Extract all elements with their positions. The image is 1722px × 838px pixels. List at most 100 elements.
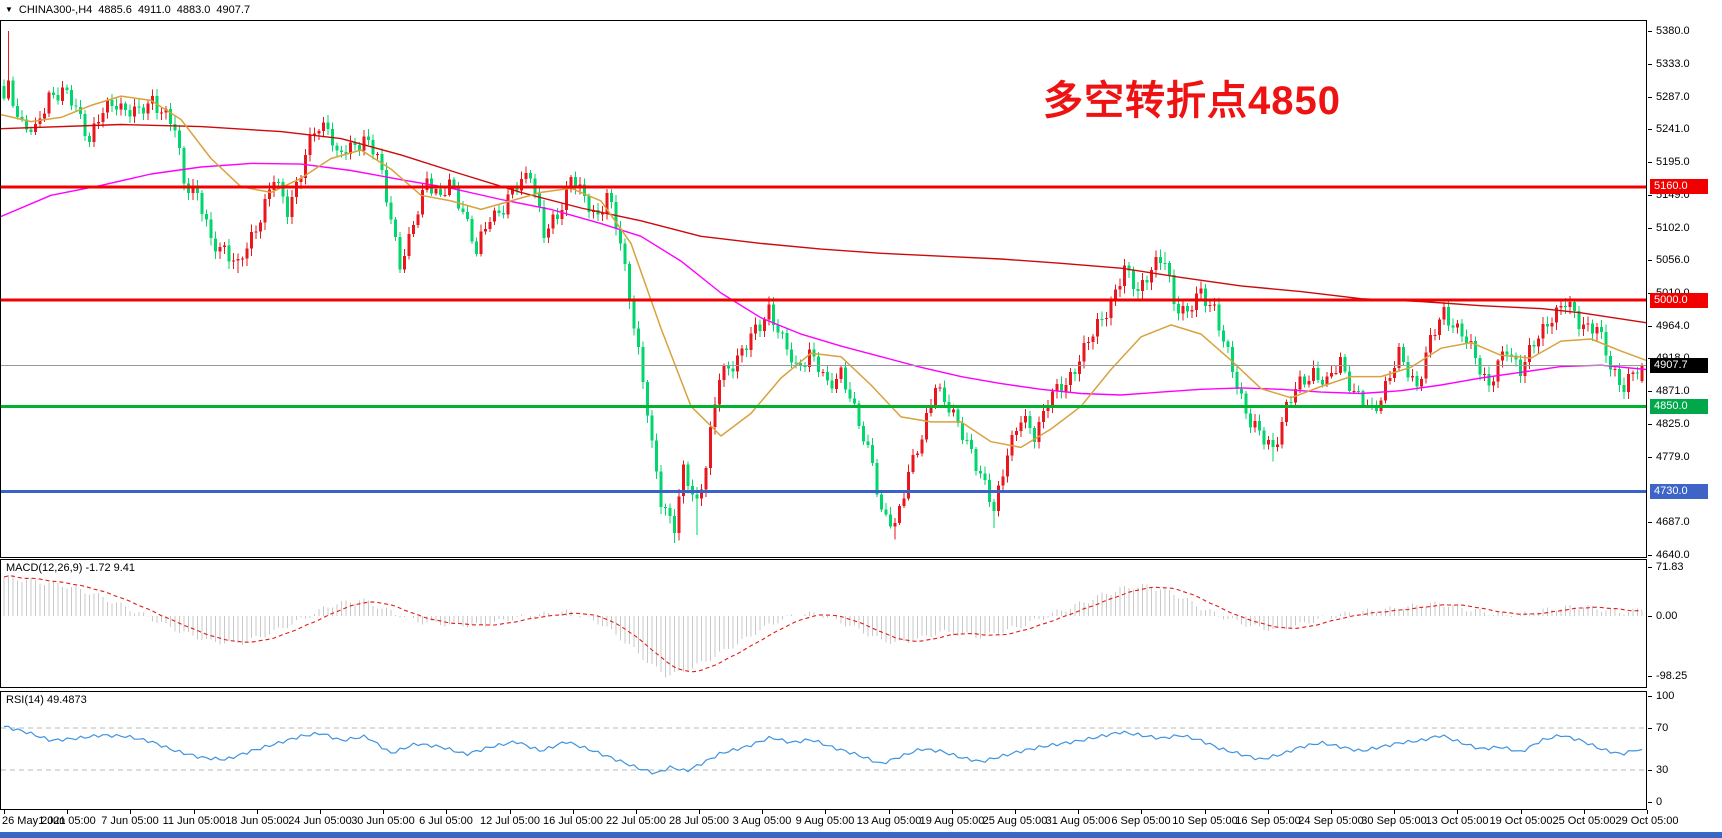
time-axis-label: 31 Aug 05:00 xyxy=(1045,815,1111,827)
price-axis-label: 4964.0 xyxy=(1656,320,1690,332)
price-axis-label: 4779.0 xyxy=(1656,451,1690,463)
time-axis-tick xyxy=(1647,810,1648,814)
price-axis-tick xyxy=(1648,64,1652,65)
macd-axis-label: 71.83 xyxy=(1656,561,1684,573)
time-axis-tick xyxy=(573,810,574,814)
time-axis-label: 25 Aug 05:00 xyxy=(982,815,1048,827)
rsi-indicator-panel[interactable]: RSI(14) 49.4873 xyxy=(0,691,1647,810)
macd-indicator-panel[interactable]: MACD(12,26,9) -1.72 9.41 xyxy=(0,559,1647,688)
price-axis-label: 4825.0 xyxy=(1656,418,1690,430)
time-axis-label: 1 Jun 05:00 xyxy=(38,815,96,827)
time-axis-label: 3 Aug 05:00 xyxy=(732,815,792,827)
ma-fast-line xyxy=(1,95,1646,449)
time-axis-label: 16 Sep 05:00 xyxy=(1235,815,1301,827)
time-axis-tick xyxy=(67,810,68,814)
rsi-axis-tick xyxy=(1648,802,1652,803)
time-axis-label: 6 Sep 05:00 xyxy=(1111,815,1171,827)
macd-axis-label: 0.00 xyxy=(1656,610,1678,622)
time-axis-tick xyxy=(1394,810,1395,814)
time-axis-tick xyxy=(1457,810,1458,814)
macd-axis-tick xyxy=(1648,616,1652,617)
price-axis-tick xyxy=(1648,97,1652,98)
rsi-axis-tick xyxy=(1648,728,1652,729)
price-axis-label: 5287.0 xyxy=(1656,91,1690,103)
time-axis-tick xyxy=(636,810,637,814)
symbol-timeframe-label: CHINA300-,H4 xyxy=(18,4,93,16)
price-badge-resistance-5160: 5160.0 xyxy=(1650,179,1708,194)
time-axis-label: 30 Sep 05:00 xyxy=(1361,815,1427,827)
ma-slow-line xyxy=(1,123,1646,324)
ohlc-high: 4911.0 xyxy=(137,4,171,16)
time-axis-tick xyxy=(4,810,5,814)
time-axis-tick xyxy=(446,810,447,814)
time-axis-label: 25 Oct 05:00 xyxy=(1552,815,1616,827)
price-axis-tick xyxy=(1648,424,1652,425)
window-bottom-edge xyxy=(0,832,1722,838)
price-axis-label: 5056.0 xyxy=(1656,254,1690,266)
price-badge-support-4730: 4730.0 xyxy=(1650,484,1708,499)
price-badge-current-price: 4907.7 xyxy=(1650,358,1708,373)
time-axis-tick xyxy=(699,810,700,814)
chart-text-annotation[interactable]: 多空转折点4850 xyxy=(1043,79,1341,123)
macd-axis-label: -98.25 xyxy=(1656,670,1688,682)
time-axis-label: 18 Jun 05:00 xyxy=(225,815,289,827)
price-axis-tick xyxy=(1648,457,1652,458)
price-axis-tick xyxy=(1648,391,1652,392)
time-axis-label: 19 Aug 05:00 xyxy=(919,815,985,827)
time-axis-tick xyxy=(1015,810,1016,814)
price-axis-tick xyxy=(1648,522,1652,523)
price-axis[interactable]: 5380.0 5333.0 5287.0 5241.0 5195.0 5149.0 5102… xyxy=(1648,0,1722,812)
time-axis-tick xyxy=(1331,810,1332,814)
price-badge-support-4850: 4850.0 xyxy=(1650,399,1708,414)
price-axis-tick xyxy=(1648,195,1652,196)
main-price-chart[interactable] xyxy=(0,20,1647,558)
time-axis-tick xyxy=(130,810,131,814)
price-axis-tick xyxy=(1648,326,1652,327)
price-axis-tick xyxy=(1648,260,1652,261)
ma-mid-line xyxy=(1,162,1646,396)
collapse-ohlc-icon[interactable]: ▼ xyxy=(5,5,13,14)
time-axis-label: 9 Aug 05:00 xyxy=(795,815,855,827)
rsi-axis-label: 30 xyxy=(1656,764,1669,776)
time-axis-tick xyxy=(194,810,195,814)
time-axis-tick xyxy=(762,810,763,814)
time-axis-tick xyxy=(383,810,384,814)
time-axis-label: 30 Jun 05:00 xyxy=(351,815,415,827)
time-axis-label: 24 Jun 05:00 xyxy=(288,815,352,827)
time-axis-label: 10 Sep 05:00 xyxy=(1172,815,1238,827)
price-axis-label: 4640.0 xyxy=(1656,549,1690,561)
macd-axis-tick xyxy=(1648,567,1652,568)
rsi-line xyxy=(3,725,1643,775)
time-axis-tick xyxy=(1078,810,1079,814)
rsi-axis-label: 0 xyxy=(1656,796,1663,808)
price-axis-tick xyxy=(1648,228,1652,229)
macd-histogram xyxy=(3,574,1643,678)
time-axis-label: 13 Oct 05:00 xyxy=(1425,815,1489,827)
price-axis-label: 5195.0 xyxy=(1656,156,1690,168)
time-axis-label: 11 Jun 05:00 xyxy=(162,815,226,827)
time-axis-tick xyxy=(825,810,826,814)
time-axis-tick xyxy=(1205,810,1206,814)
time-axis-tick xyxy=(1521,810,1522,814)
time-axis-tick xyxy=(1584,810,1585,814)
time-axis-tick xyxy=(1141,810,1142,814)
time-axis-label: 13 Aug 05:00 xyxy=(856,815,922,827)
price-axis-label: 4871.0 xyxy=(1656,385,1690,397)
rsi-label: RSI(14) 49.4873 xyxy=(6,694,87,706)
price-axis-label: 5241.0 xyxy=(1656,123,1690,135)
time-axis[interactable]: 26 May 2021 1 Jun 05:00 7 Jun 05:00 11 Jun … xyxy=(0,810,1722,832)
candles xyxy=(2,31,1644,543)
macd-signal-line xyxy=(3,575,1643,673)
time-axis-label: 29 Oct 05:00 xyxy=(1615,815,1679,827)
rsi-axis-tick xyxy=(1648,770,1652,771)
time-axis-label: 24 Sep 05:00 xyxy=(1298,815,1364,827)
price-axis-tick xyxy=(1648,162,1652,163)
time-axis-tick xyxy=(320,810,321,814)
time-axis-tick xyxy=(952,810,953,814)
rsi-axis-label: 70 xyxy=(1656,722,1669,734)
time-axis-label: 16 Jul 05:00 xyxy=(543,815,603,827)
time-axis-tick xyxy=(1268,810,1269,814)
time-axis-label: 12 Jul 05:00 xyxy=(480,815,540,827)
rsi-axis-tick xyxy=(1648,696,1652,697)
